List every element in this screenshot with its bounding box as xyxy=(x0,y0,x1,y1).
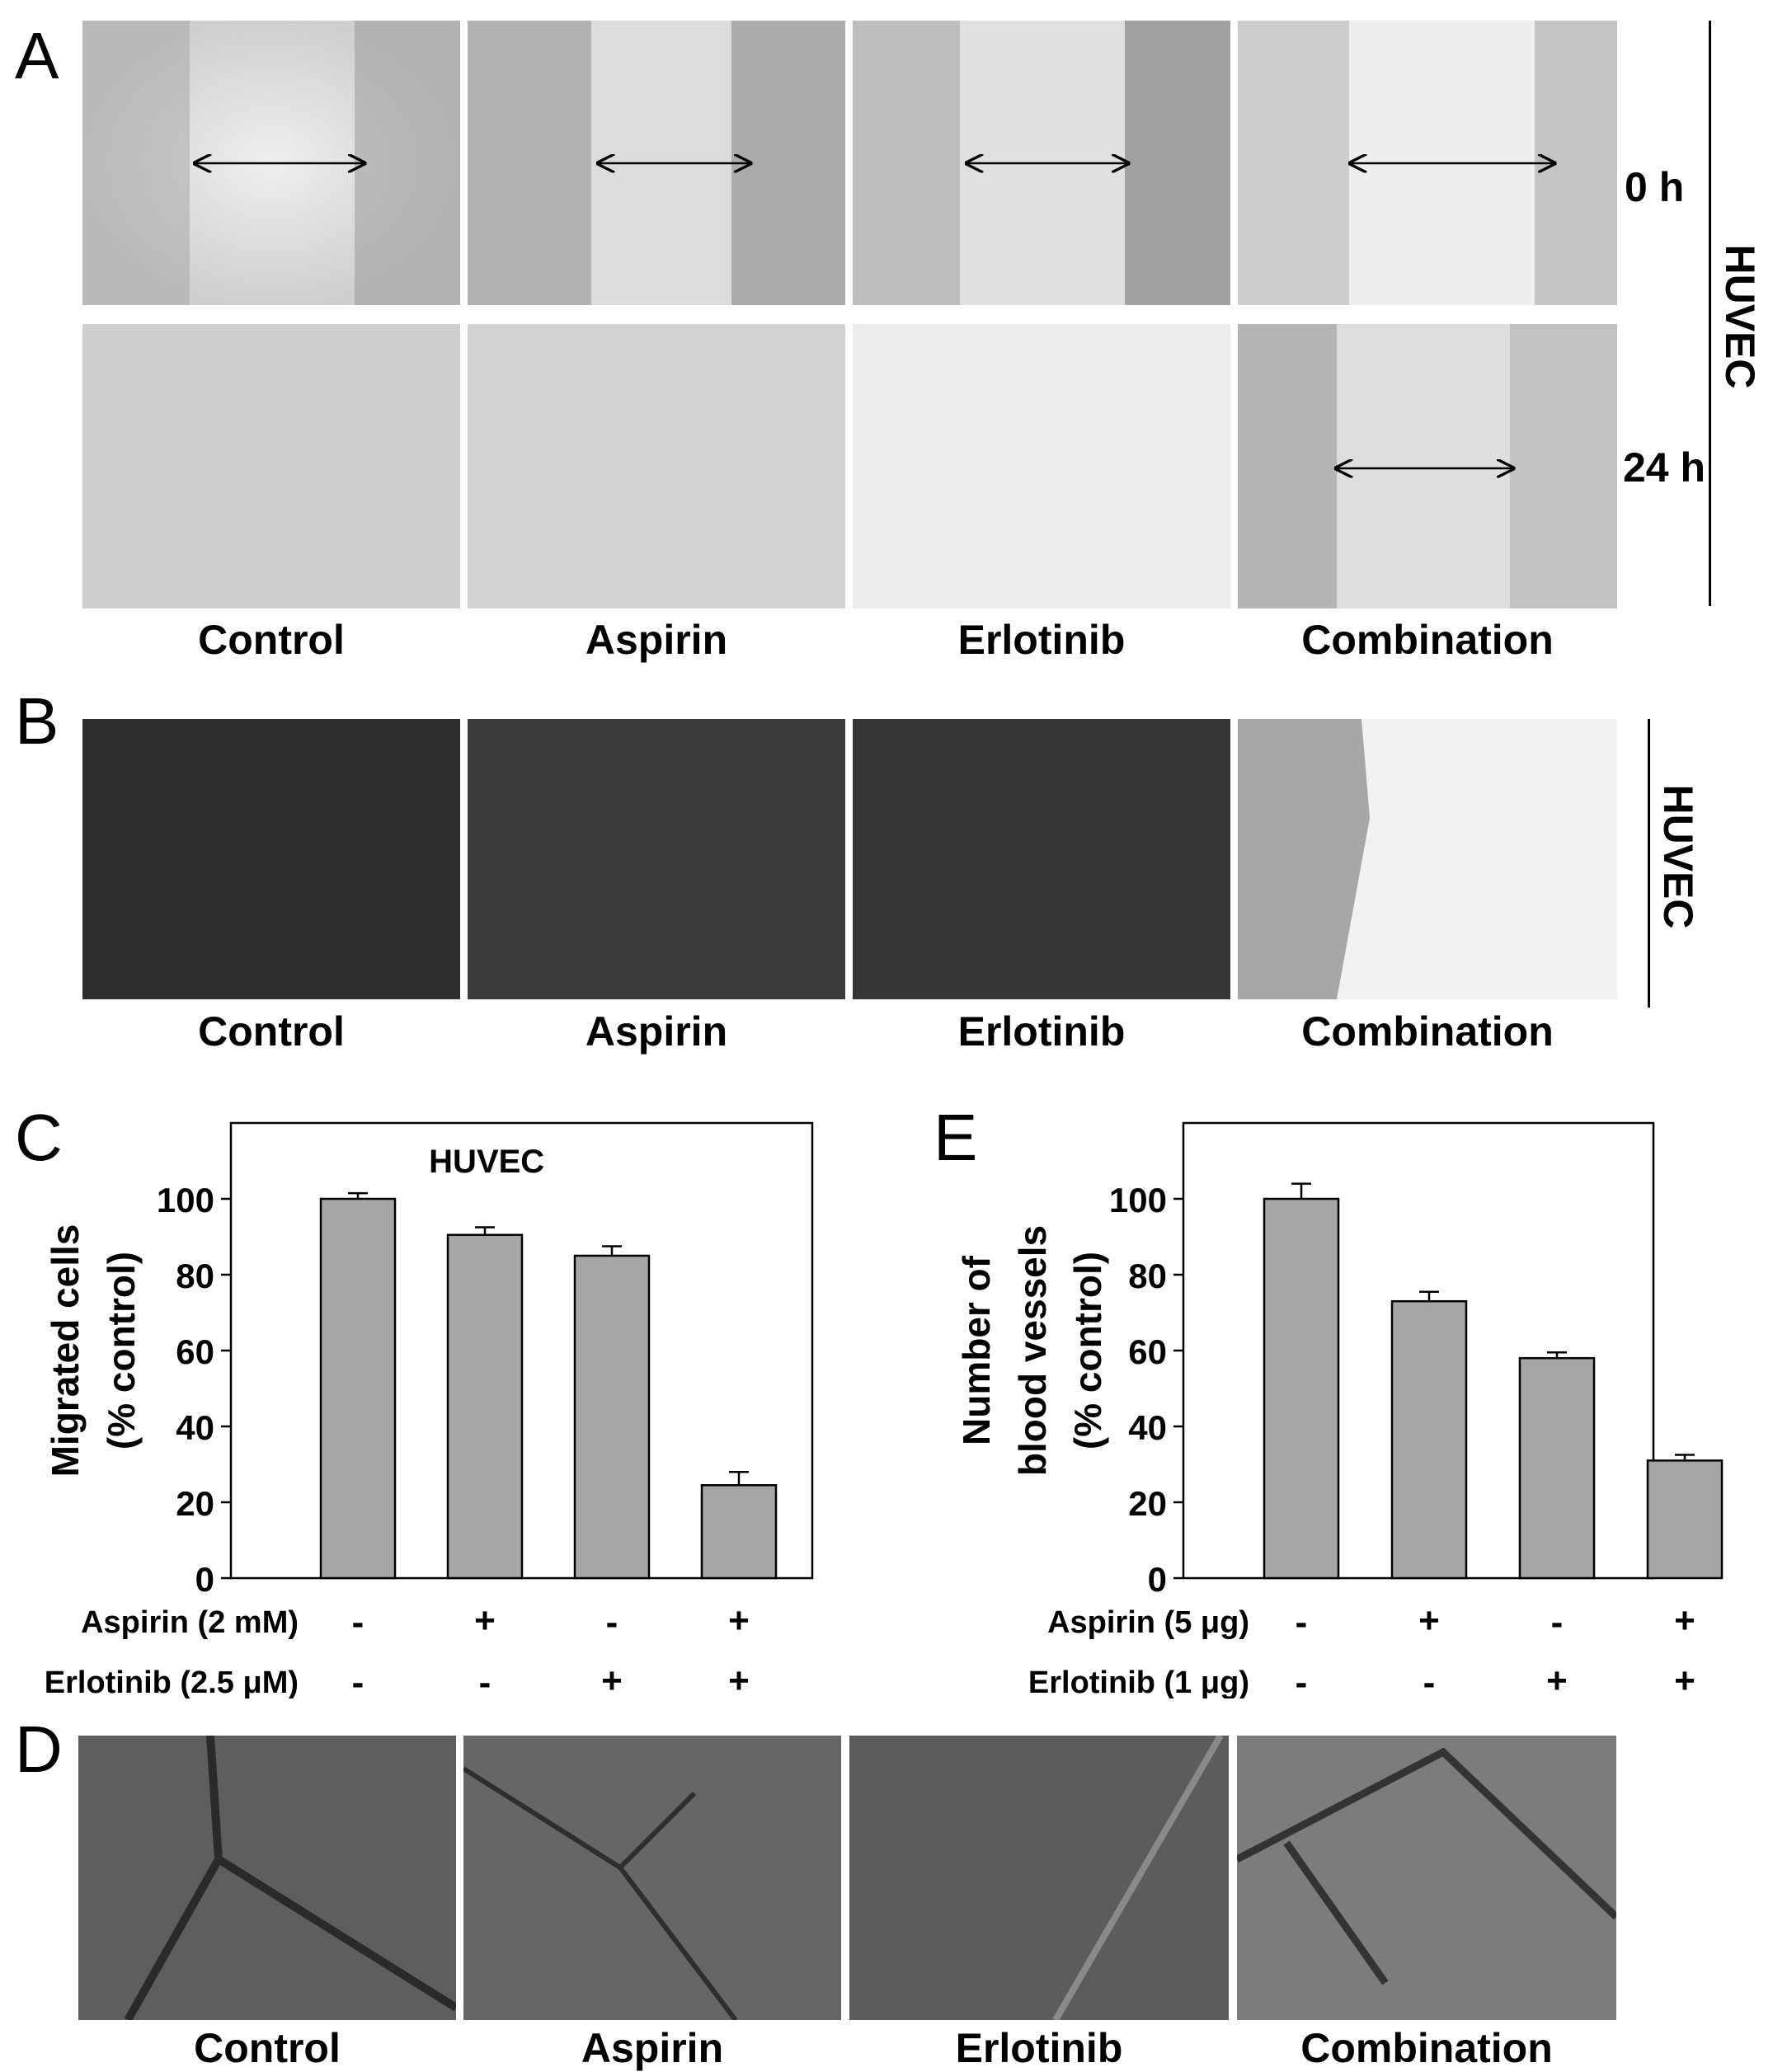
transwell-image-erlotinib xyxy=(853,719,1230,999)
chart-e-bar xyxy=(1646,1459,1724,1580)
chart-e-condition-sign: + xyxy=(1674,1600,1695,1641)
chart-c-bar xyxy=(446,1233,524,1580)
chart-c-bar xyxy=(319,1197,397,1580)
caption-d-aspirin: Aspirin xyxy=(581,2025,724,2071)
wound-image-erlotinib-24h xyxy=(853,324,1230,608)
chart-c-condition-sign: - xyxy=(606,1602,618,1642)
caption-b-combination: Combination xyxy=(1301,1008,1554,1055)
bar-chart-migrated-cells: 0 20 40 60 80 100 HUVEC Migrated cells (% contro… xyxy=(44,1121,814,1698)
chart-e-condition-sign: + xyxy=(1546,1661,1568,1698)
panel-letter-b: B xyxy=(15,684,59,758)
caption-a-control: Control xyxy=(198,617,345,663)
chart-e-bar xyxy=(1518,1356,1596,1580)
panel-letter-a: A xyxy=(15,19,59,92)
chart-c-condition-sign: + xyxy=(728,1661,750,1698)
side-label-b: HUVEC xyxy=(1655,784,1701,929)
chart-e-y-axis-label: Number of xyxy=(955,1255,998,1445)
chart-e-condition-label: Erlotinib (1 μg) xyxy=(1028,1666,1249,1698)
chart-e-condition-sign: - xyxy=(1551,1602,1564,1642)
cam-image-control xyxy=(78,1736,456,2020)
chart-c-y-tick-label: 0 xyxy=(195,1560,214,1599)
chart-c-condition-sign: - xyxy=(352,1662,364,1698)
caption-b-control: Control xyxy=(198,1008,345,1055)
chart-e-y-tick-label: 100 xyxy=(1109,1181,1167,1219)
chart-e-y-tick-label: 40 xyxy=(1128,1408,1167,1447)
wound-gap-arrows xyxy=(0,0,1773,660)
chart-c-y-tick-label: 60 xyxy=(176,1332,214,1371)
cam-image-combination xyxy=(1237,1736,1616,2020)
chart-c-y-tick-label: 80 xyxy=(176,1257,214,1295)
wound-image-control-24h xyxy=(82,324,460,608)
side-bracket-a xyxy=(1709,21,1711,606)
chart-e-condition-sign: - xyxy=(1423,1662,1436,1698)
panel-letter-e: E xyxy=(934,1101,978,1174)
time-label-0h: 0 h xyxy=(1625,164,1685,210)
chart-e-y-axis-label: blood vessels xyxy=(1011,1225,1054,1476)
time-label-24h: 24 h xyxy=(1623,444,1706,491)
chart-c-condition-sign: - xyxy=(479,1662,491,1698)
chart-e-y-tick-label: 0 xyxy=(1148,1560,1167,1599)
chart-e-y-tick-label: 80 xyxy=(1128,1257,1167,1295)
chart-e-condition-sign: + xyxy=(1418,1600,1440,1641)
chart-c-condition-sign: + xyxy=(474,1600,496,1641)
bar-chart-blood-vessels: 0 20 40 60 80 100 Number of blood vessels (% con… xyxy=(955,1121,1724,1698)
chart-c-y-axis-label: (% control) xyxy=(100,1252,143,1449)
chart-c-condition-sign: + xyxy=(601,1661,623,1698)
panel-letter-d: D xyxy=(15,1713,63,1786)
chart-c-y-tick-label: 20 xyxy=(176,1484,214,1523)
chart-e-condition-sign: - xyxy=(1296,1602,1308,1642)
chart-c-condition-sign: - xyxy=(352,1602,364,1642)
chart-e-y-axis-label: (% control) xyxy=(1066,1252,1109,1449)
chart-e-condition-sign: + xyxy=(1674,1661,1695,1698)
chart-e-bar xyxy=(1390,1299,1468,1580)
transwell-image-control xyxy=(82,719,460,999)
chart-c-condition-label: Erlotinib (2.5 μM) xyxy=(45,1666,299,1698)
caption-a-aspirin: Aspirin xyxy=(585,617,728,663)
chart-c-condition-label: Aspirin (2 mM) xyxy=(81,1605,299,1640)
chart-c-y-tick-label: 40 xyxy=(176,1408,214,1447)
panel-letter-c: C xyxy=(15,1101,63,1174)
caption-a-combination: Combination xyxy=(1301,617,1554,663)
cam-image-aspirin xyxy=(463,1736,841,2020)
chart-e-y-tick-label: 20 xyxy=(1128,1484,1167,1523)
wound-image-aspirin-24h xyxy=(468,324,845,608)
caption-d-erlotinib: Erlotinib xyxy=(955,2025,1123,2071)
caption-d-combination: Combination xyxy=(1300,2025,1553,2071)
side-label-a: HUVEC xyxy=(1717,244,1763,389)
chart-e-bar xyxy=(1263,1197,1340,1580)
caption-b-aspirin: Aspirin xyxy=(585,1008,728,1055)
chart-c-bar xyxy=(700,1484,778,1580)
chart-c-bar xyxy=(573,1254,651,1580)
chart-c-title: HUVEC xyxy=(429,1144,544,1180)
caption-b-erlotinib: Erlotinib xyxy=(957,1008,1126,1055)
caption-a-erlotinib: Erlotinib xyxy=(957,617,1126,663)
chart-c-condition-sign: + xyxy=(728,1600,750,1641)
caption-d-control: Control xyxy=(194,2025,341,2071)
wound-image-combination-24h xyxy=(1238,324,1617,608)
chart-c-y-tick-label: 100 xyxy=(157,1181,214,1219)
transwell-image-combination xyxy=(1238,719,1617,999)
chart-e-condition-sign: - xyxy=(1296,1662,1308,1698)
chart-e-condition-label: Aspirin (5 μg) xyxy=(1047,1605,1249,1640)
wound-image-erlotinib-0h xyxy=(853,21,1230,305)
side-bracket-b xyxy=(1648,719,1650,1008)
cam-image-erlotinib xyxy=(849,1736,1229,2020)
transwell-image-aspirin xyxy=(468,719,845,999)
chart-e-y-tick-label: 60 xyxy=(1128,1332,1167,1371)
chart-c-y-axis-label: Migrated cells xyxy=(44,1224,87,1478)
